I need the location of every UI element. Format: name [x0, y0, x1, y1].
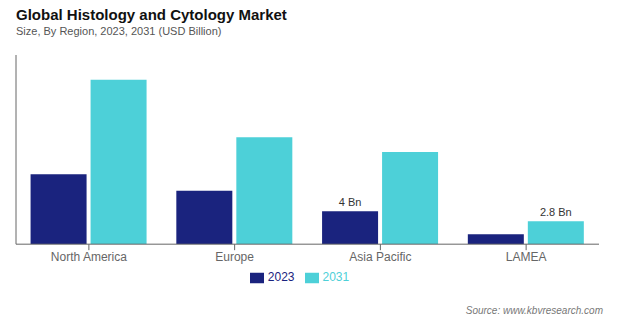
- html-text:2023: 2023: [267, 270, 295, 285]
- svg-text:4 Bn: 4 Bn: [339, 196, 362, 208]
- html-text:Global Histology and Cytology: Global Histology and Cytology Market: [16, 6, 287, 23]
- svg-text:Asia Pacific: Asia Pacific: [349, 250, 411, 264]
- svg-text:North America: North America: [51, 250, 127, 264]
- svg-text:2.8 Bn: 2.8 Bn: [540, 206, 572, 218]
- html-text:Source: www.kbvresearch.com: Source: www.kbvresearch.com: [465, 305, 603, 316]
- svg-text:LAMEA: LAMEA: [506, 250, 547, 264]
- svg-text:Europe: Europe: [215, 250, 254, 264]
- html-text:Size, By Region, 2023, 2031 (U: Size, By Region, 2023, 2031 (USD Billion…: [16, 25, 222, 37]
- html-text:2031: 2031: [322, 270, 350, 285]
